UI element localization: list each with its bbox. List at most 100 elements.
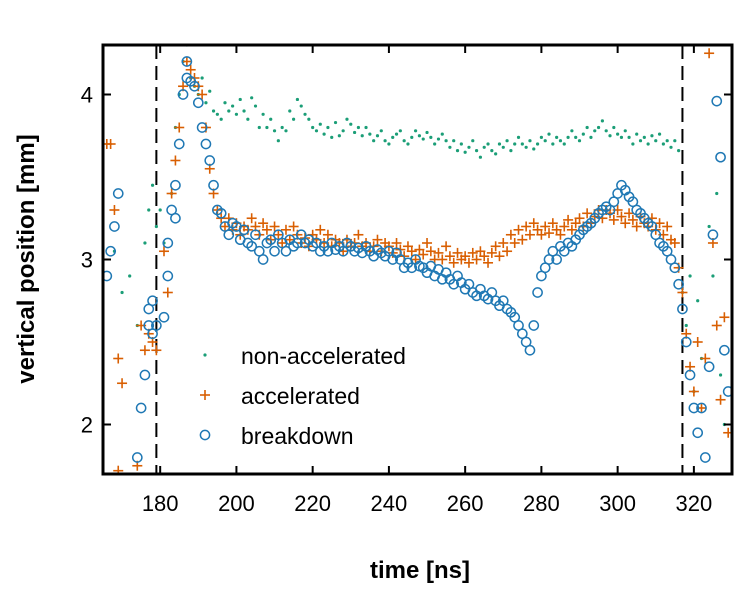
- accelerated-point: [631, 221, 642, 232]
- breakdown-point: [147, 295, 158, 307]
- breakdown-point: [173, 138, 185, 150]
- non-accelerated-point: [314, 129, 319, 133]
- breakdown-point: [680, 336, 692, 348]
- non-accelerated-point: [238, 97, 242, 102]
- non-accelerated-point: [406, 142, 410, 146]
- accelerated-point: [437, 254, 448, 265]
- breakdown-point: [692, 427, 704, 439]
- vertical-dashed-lines: [155, 45, 684, 474]
- breakdown-point: [170, 179, 181, 191]
- non-accelerated-point: [509, 149, 513, 153]
- non-accelerated-point: [417, 134, 422, 138]
- non-accelerated-point: [494, 152, 498, 156]
- accelerated-point: [669, 238, 680, 248]
- breakdown-point: [105, 245, 116, 257]
- breakdown-point: [699, 452, 711, 463]
- y-tick-label: 4: [81, 83, 93, 108]
- non-accelerated-point: [429, 135, 433, 139]
- legend-item-breakdown: breakdown: [199, 423, 354, 449]
- accelerated-point: [479, 251, 490, 262]
- breakdown-point: [715, 151, 726, 163]
- non-accelerated-point: [231, 104, 235, 108]
- non-accelerated-point: [421, 137, 425, 141]
- non-accelerated-point: [246, 117, 250, 121]
- breakdown-point: [246, 240, 258, 252]
- non-accelerated-point: [623, 129, 627, 133]
- accelerated-point: [460, 251, 471, 262]
- non-accelerated-point: [345, 117, 349, 121]
- accelerated-point: [433, 247, 444, 258]
- legend-label-breakdown: breakdown: [241, 423, 354, 449]
- non-accelerated-point: [474, 149, 479, 153]
- breakdown-point: [177, 89, 189, 100]
- non-accelerated-point: [696, 299, 700, 303]
- non-accelerated-point: [543, 139, 547, 143]
- breakdown-point: [280, 245, 292, 257]
- breakdown-point: [257, 254, 269, 265]
- non-accelerated-point: [364, 125, 368, 130]
- breakdown-point: [131, 452, 143, 463]
- non-accelerated-point: [387, 142, 391, 146]
- accelerated-point: [624, 208, 635, 219]
- accelerated-point: [280, 224, 291, 235]
- accelerated-point: [536, 229, 547, 240]
- non-accelerated-point: [433, 142, 437, 146]
- legend-marker-breakdown: [199, 429, 211, 441]
- non-accelerated-point: [208, 89, 212, 93]
- non-accelerated-point: [330, 135, 334, 139]
- non-accelerated-point: [234, 112, 239, 116]
- non-accelerated-point: [341, 129, 345, 133]
- accelerated-point: [574, 213, 585, 224]
- non-accelerated-point: [516, 135, 521, 139]
- accelerated-point: [113, 353, 124, 364]
- non-accelerated-point: [295, 97, 300, 102]
- breakdown-point: [170, 212, 181, 224]
- accelerated-point: [555, 229, 566, 240]
- breakdown-point: [162, 270, 174, 282]
- accelerated-point: [521, 221, 532, 232]
- x-tick-label: 240: [371, 491, 408, 516]
- non-accelerated-point: [600, 119, 604, 123]
- accelerated-point: [471, 254, 482, 265]
- accelerated-point: [162, 287, 173, 298]
- non-accelerated-point: [372, 139, 376, 143]
- non-accelerated-point: [715, 191, 719, 196]
- breakdown-point: [524, 344, 536, 356]
- non-accelerated-point: [570, 129, 574, 133]
- accelerated-point: [391, 238, 402, 248]
- non-accelerated-point: [204, 101, 208, 105]
- non-accelerated-point: [265, 125, 269, 130]
- non-accelerated-point: [661, 142, 665, 146]
- non-accelerated-point: [589, 135, 593, 139]
- non-accelerated-point: [284, 129, 288, 133]
- accelerated-point: [422, 238, 433, 248]
- accelerated-point: [540, 221, 551, 232]
- accelerated-point: [494, 251, 505, 262]
- non-accelerated-point: [612, 125, 616, 130]
- accelerated-point: [185, 64, 196, 75]
- breakdown-point: [688, 402, 700, 414]
- non-accelerated-point: [482, 145, 486, 149]
- breakdown-point: [189, 80, 200, 92]
- breakdown-point: [677, 303, 688, 315]
- breakdown-point: [103, 270, 113, 282]
- non-accelerated-point: [677, 149, 681, 153]
- accelerated-point: [467, 247, 478, 258]
- non-accelerated-point: [276, 139, 280, 143]
- x-tick-label: 180: [142, 491, 179, 516]
- non-accelerated-point: [608, 134, 612, 138]
- accelerated-point: [406, 246, 417, 257]
- non-accelerated-point: [635, 132, 639, 136]
- accelerated-point: [627, 214, 638, 225]
- non-accelerated-point: [520, 142, 524, 146]
- non-accelerated-point: [657, 132, 662, 136]
- accelerated-point: [158, 246, 169, 257]
- breakdown-point: [196, 122, 208, 133]
- accelerated-point: [711, 320, 722, 331]
- non-accelerated-point: [227, 109, 231, 113]
- breakdown-point: [528, 320, 540, 331]
- breakdown-point: [238, 224, 250, 236]
- non-accelerated-point: [200, 76, 204, 80]
- accelerated-point: [151, 345, 162, 356]
- accelerated-point: [166, 188, 177, 199]
